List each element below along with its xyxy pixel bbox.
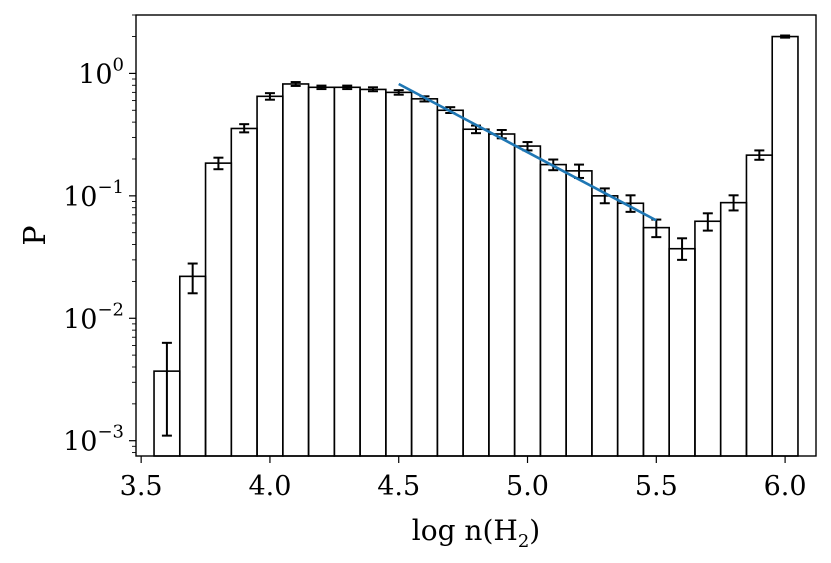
histogram-bar <box>359 88 387 457</box>
histogram-bar <box>333 86 361 457</box>
histogram-bar <box>616 202 645 457</box>
histogram-bar <box>694 220 722 457</box>
error-bar <box>677 237 688 261</box>
y-tick-label: 100 <box>78 54 124 90</box>
y-tick-base: 10 <box>63 427 97 458</box>
histogram-bar <box>642 226 670 457</box>
y-tick-exponent: −2 <box>97 299 124 320</box>
y-tick-exponent: −3 <box>97 422 124 443</box>
histogram-bar <box>771 35 799 457</box>
error-bar <box>754 149 765 161</box>
histogram-bar <box>436 109 464 457</box>
error-bar <box>728 194 739 212</box>
error-bar <box>342 84 353 91</box>
y-tick-exponent: −1 <box>97 177 124 198</box>
histogram-bar <box>410 98 439 457</box>
histogram-bar <box>719 201 748 457</box>
histogram-bar <box>488 133 516 457</box>
y-tick-base: 10 <box>63 182 97 213</box>
error-bar <box>780 34 791 39</box>
histogram-bar <box>178 275 207 457</box>
y-tick-label: 10−3 <box>63 422 124 458</box>
error-bar <box>213 156 224 171</box>
error-bar <box>290 81 301 87</box>
y-tick-exponent: 0 <box>113 54 124 75</box>
histogram-bar <box>513 145 542 457</box>
bars-layer <box>153 35 799 457</box>
x-tick-label: 3.5 <box>120 471 163 502</box>
x-label-tail: ) <box>529 514 540 547</box>
histogram-bar <box>745 154 774 457</box>
histogram-bar <box>307 86 336 457</box>
histogram-bar <box>591 195 619 457</box>
x-axis-label: log n(H2) <box>412 514 540 552</box>
histogram-bar <box>565 170 593 457</box>
histogram-bar <box>668 247 696 457</box>
plot-frame <box>135 14 817 457</box>
histogram-bar <box>282 83 310 457</box>
error-bar <box>264 92 275 101</box>
error-bars-layer <box>161 34 791 437</box>
error-bar <box>702 212 713 232</box>
x-tick-label: 5.0 <box>506 471 549 502</box>
x-tick-label: 5.5 <box>635 471 678 502</box>
histogram-bar <box>256 95 284 457</box>
error-bar <box>161 341 172 437</box>
y-axis-label: P <box>18 225 53 245</box>
x-label-main: log n(H <box>412 514 518 547</box>
x-label-subscript: 2 <box>518 531 529 552</box>
histogram-bar <box>204 162 233 457</box>
error-bar <box>367 86 378 93</box>
histogram-bar <box>462 128 490 457</box>
fit-line-layer <box>398 82 657 222</box>
error-bar <box>599 187 610 205</box>
y-tick-base: 10 <box>63 304 97 335</box>
x-tick-label: 4.0 <box>248 471 291 502</box>
histogram-bar <box>230 127 258 457</box>
y-tick-base: 10 <box>78 59 112 90</box>
error-bar <box>239 123 250 134</box>
error-bar <box>187 262 198 295</box>
error-bar <box>316 84 327 91</box>
x-tick-label: 4.5 <box>377 471 420 502</box>
x-axis-ticks: 3.5 4.0 4.5 5.0 5.5 6.0 <box>120 456 807 502</box>
error-bar <box>625 194 636 213</box>
error-bar <box>393 89 404 96</box>
x-tick-label: 6.0 <box>764 471 807 502</box>
histogram-bar <box>385 91 413 457</box>
y-tick-label: 10−1 <box>63 177 124 213</box>
y-tick-label: 10−2 <box>63 299 124 335</box>
histogram-bar <box>539 163 567 457</box>
fit-line <box>398 82 657 222</box>
